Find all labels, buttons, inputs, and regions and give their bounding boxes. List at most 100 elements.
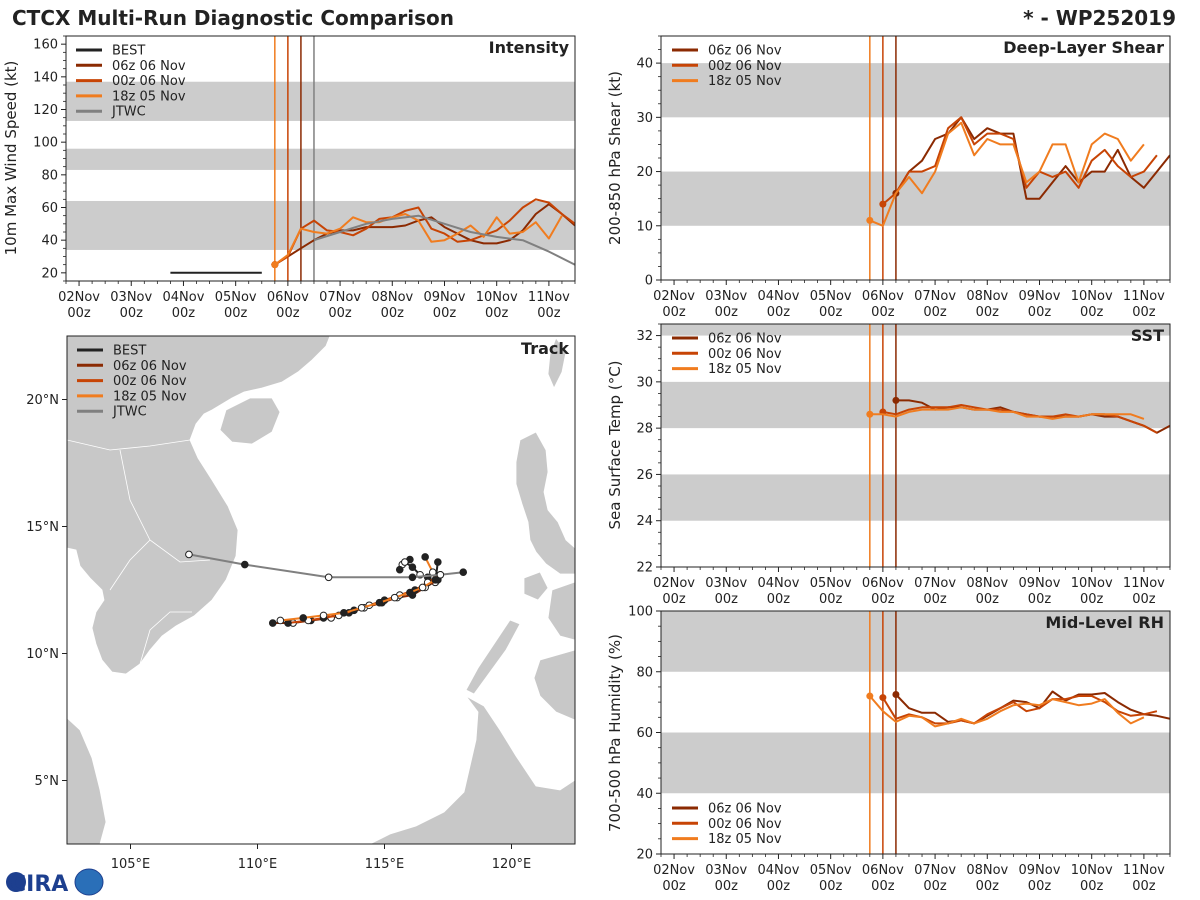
intensity-xtick-label-line: 08Nov	[371, 290, 413, 305]
sst-ytick-label: 24	[636, 514, 653, 529]
shear-legend-label-18z-05-nov: 18z 05 Nov	[708, 74, 782, 89]
rh-ytick-label: 40	[636, 787, 653, 802]
rh-xtick-label-line: 11Nov	[1123, 863, 1165, 878]
track-legend-label-00z-06-nov: 00z 06 Nov	[113, 374, 187, 389]
sst-xtick-label: 10Nov 00z	[1071, 576, 1113, 607]
sst-xtick-label: 06Nov 00z	[862, 576, 904, 607]
sst-xtick-label-line: 03Nov	[705, 576, 747, 591]
intensity-xtick-label: 04Nov 00z	[163, 290, 205, 321]
intensity-ylabel: 10m Max Wind Speed (kt)	[2, 61, 20, 256]
intensity-band-2	[66, 81, 575, 121]
shear-xtick-label-line: 00z	[976, 305, 1000, 320]
shear-xtick-label: 07Nov 00z	[914, 289, 956, 320]
shear-init-point-00z-06-nov	[879, 200, 887, 208]
shear-xtick-label-line: 04Nov	[758, 289, 800, 304]
sst-ytick-label: 28	[636, 422, 653, 437]
shear-xtick-label: 11Nov 00z	[1123, 289, 1165, 320]
shear-xtick-label-line: 00z	[662, 305, 686, 320]
intensity-xtick-label: 10Nov 00z	[476, 290, 518, 321]
shear-ytick-label: 30	[636, 111, 653, 126]
sst-xtick-label-line: 00z	[1132, 592, 1156, 607]
track-line-jtwc	[188, 553, 464, 579]
intensity-ytick-label: 120	[33, 103, 58, 118]
sst-xtick-label: 05Nov 00z	[810, 576, 852, 607]
intensity-legend-label-18z-05-nov: 18z 05 Nov	[112, 89, 186, 104]
intensity-xtick-label-line: 09Nov	[424, 290, 466, 305]
intensity-xtick-label: 02Nov 00z	[58, 290, 100, 321]
sst-series-18z-05-nov	[869, 406, 1145, 420]
rh-legend-label-00z-06-nov: 00z 06 Nov	[708, 817, 782, 832]
track-point-18z-05-nov	[375, 598, 384, 607]
intensity-xtick-label-line: 00z	[328, 306, 352, 321]
shear-xtick-label-line: 11Nov	[1123, 289, 1165, 304]
rh-xtick-label-line: 00z	[662, 879, 686, 894]
rh-init-point-18z-05-nov	[866, 692, 874, 700]
rh-xtick-label-line: 00z	[1028, 879, 1052, 894]
rh-xtick-label-line: 08Nov	[966, 863, 1008, 878]
storm-id: * - WP252019	[1023, 6, 1176, 30]
sst-xtick-label-line: 04Nov	[758, 576, 800, 591]
shear-xtick-label-line: 00z	[1080, 305, 1104, 320]
rh-xtick-label-line: 07Nov	[914, 863, 956, 878]
intensity-xtick-label-line: 02Nov	[58, 290, 100, 305]
rh-xtick-label: 08Nov 00z	[966, 863, 1008, 894]
sst-xtick-label-line: 07Nov	[914, 576, 956, 591]
sst-xtick-label-line: 00z	[767, 592, 791, 607]
rh-ytick-label: 60	[636, 726, 653, 741]
rh-xtick-label-line: 00z	[871, 879, 895, 894]
shear-xtick-label: 09Nov 00z	[1019, 289, 1061, 320]
rh-xtick-label-line: 10Nov	[1071, 863, 1113, 878]
intensity-xtick-label-line: 00z	[433, 306, 457, 321]
sst-ytick-label: 32	[636, 329, 653, 344]
intensity-ytick-label: 40	[41, 234, 58, 249]
shear-series-18z-05-nov	[869, 121, 1145, 227]
shear-xtick-label: 02Nov 00z	[653, 289, 695, 320]
intensity-xtick-label: 03Nov 00z	[110, 290, 152, 321]
rh-init-point-00z-06-nov	[879, 694, 887, 702]
track-xtick-label: 120°E	[492, 857, 532, 872]
track-xtick-label: 110°E	[238, 857, 278, 872]
shear-xtick-label-line: 10Nov	[1071, 289, 1113, 304]
sst-xtick-label: 07Nov 00z	[914, 576, 956, 607]
track-point-18z-05-nov	[418, 583, 427, 592]
intensity-legend-label-06z-06-nov: 06z 06 Nov	[112, 59, 186, 74]
sst-xtick-label-line: 06Nov	[862, 576, 904, 591]
shear-xtick-label-line: 09Nov	[1019, 289, 1061, 304]
track-ytick-label: 20°N	[26, 393, 59, 408]
land-taiwan	[547, 337, 567, 389]
sst-xtick-label-line: 02Nov	[653, 576, 695, 591]
intensity-xtick-label-line: 00z	[537, 306, 561, 321]
rh-xtick-label-line: 00z	[976, 879, 1000, 894]
intensity-xtick-label-line: 00z	[224, 306, 248, 321]
shear-xtick-label: 05Nov 00z	[810, 289, 852, 320]
rh-legend-label-06z-06-nov: 06z 06 Nov	[708, 802, 782, 817]
intensity-xtick-label: 11Nov 00z	[528, 290, 570, 321]
rh-ytick-label: 20	[636, 848, 653, 863]
track-point-best	[395, 565, 404, 574]
figure-title: CTCX Multi-Run Diagnostic Comparison	[12, 6, 454, 30]
sst-xtick-label-line: 05Nov	[810, 576, 852, 591]
sst-band-1	[661, 381, 1170, 429]
land-visayas	[523, 571, 575, 641]
sst-xtick-label-line: 00z	[819, 592, 843, 607]
rh-xtick-label-line: 02Nov	[653, 863, 695, 878]
country-borders	[67, 439, 211, 665]
shear-init-point-18z-05-nov	[866, 216, 874, 224]
sst-xtick-label-line: 00z	[1028, 592, 1052, 607]
sst-xtick-label: 02Nov 00z	[653, 576, 695, 607]
shear-xtick-label: 04Nov 00z	[758, 289, 800, 320]
track-title: Track	[521, 339, 569, 358]
shear-series-06z-06-nov	[895, 116, 1170, 200]
track-legend-label-best: BEST	[113, 344, 146, 359]
intensity-ytick-label: 20	[41, 266, 58, 281]
intensity-xtick-label: 08Nov 00z	[371, 290, 413, 321]
shear-xtick-label: 10Nov 00z	[1071, 289, 1113, 320]
rh-xtick-label-line: 05Nov	[810, 863, 852, 878]
track-panel: 5°N 10°N 15°N 20°N 105°E 110°E 115°E 120°E Tra…	[26, 335, 576, 872]
shear-xtick-label-line: 05Nov	[810, 289, 852, 304]
